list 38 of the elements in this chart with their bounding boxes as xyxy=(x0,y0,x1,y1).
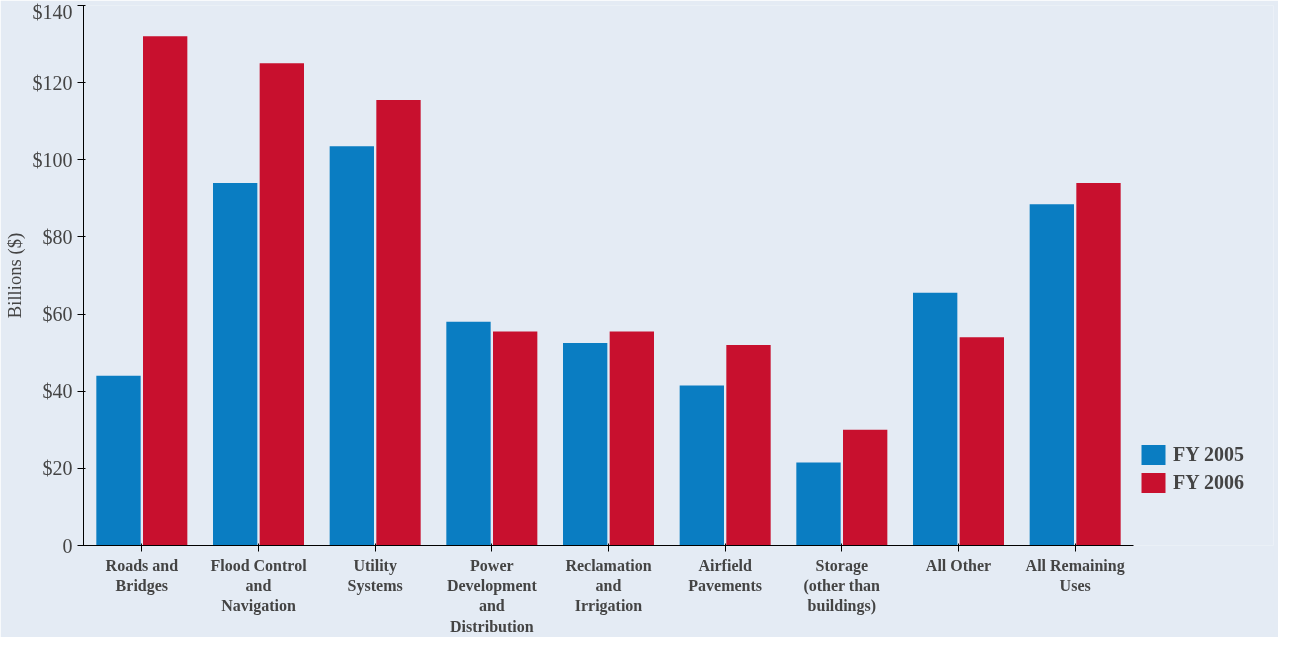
bar xyxy=(563,343,608,546)
y-tick-label: $120 xyxy=(32,71,73,94)
x-tick-label: Reclamation and Irrigation xyxy=(565,556,652,616)
bar xyxy=(1076,182,1121,546)
bar xyxy=(609,331,654,546)
y-tick-label: 0 xyxy=(62,534,73,557)
bar xyxy=(1029,204,1074,546)
bar xyxy=(913,292,958,546)
bar xyxy=(213,182,258,546)
bar xyxy=(493,331,538,546)
x-tick-label: All Remaining Uses xyxy=(1025,556,1125,594)
y-tick-label: $80 xyxy=(42,225,73,248)
bar xyxy=(843,429,888,546)
bar xyxy=(329,146,374,546)
y-tick-label: $100 xyxy=(32,148,73,171)
x-tick-label: Utility Systems xyxy=(347,556,403,595)
bar xyxy=(376,100,421,546)
y-tick-label: $40 xyxy=(42,380,73,403)
y-tick-label: $20 xyxy=(42,457,73,480)
legend-label: FY 2005 xyxy=(1173,443,1244,466)
bar xyxy=(679,385,724,546)
y-axis-title: Billions ($) xyxy=(3,232,26,319)
bar xyxy=(446,321,491,546)
bar xyxy=(96,375,141,546)
x-tick-label: Flood Control and Navigation xyxy=(210,556,308,616)
bar xyxy=(726,344,771,546)
bar xyxy=(959,337,1004,546)
x-tick-label: All Other xyxy=(925,556,992,574)
bar xyxy=(143,36,188,546)
x-tick-label: Storage (other than buildings) xyxy=(803,556,881,616)
bar xyxy=(259,63,304,546)
y-tick-label: $60 xyxy=(42,303,73,326)
x-tick-label: Power Development and Distribution xyxy=(446,556,538,635)
x-tick-label: Roads and Bridges xyxy=(105,556,179,595)
y-tick-label: $140 xyxy=(32,0,73,23)
bar xyxy=(796,462,841,546)
legend-label: FY 2006 xyxy=(1173,471,1244,494)
x-tick-label: Airfield Pavements xyxy=(688,556,763,594)
